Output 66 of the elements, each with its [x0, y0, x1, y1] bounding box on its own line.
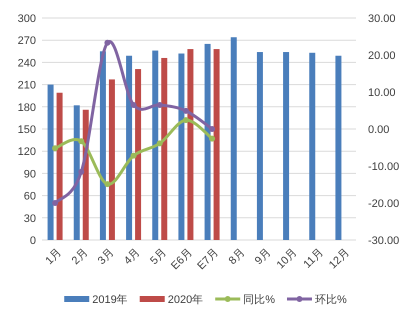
- bar: [48, 84, 54, 240]
- point: [156, 102, 163, 108]
- y2-tick-label: -30.00: [368, 235, 400, 247]
- point: [130, 152, 137, 159]
- x-tick-label: 3月: [96, 246, 116, 268]
- bar: [126, 56, 132, 240]
- y2-tick-label: 0.00: [368, 124, 390, 136]
- bar: [108, 79, 115, 240]
- bar: [74, 105, 80, 240]
- y-tick-label: 150: [18, 124, 36, 136]
- y2-tick-label: 10.00: [368, 87, 396, 99]
- y-tick-label: 210: [18, 80, 36, 92]
- x-tick-label: 9月: [252, 246, 274, 268]
- bar: [100, 51, 106, 240]
- x-tick-label: 8月: [226, 246, 248, 268]
- point: [209, 136, 216, 142]
- x-tick-label: 12月: [326, 246, 352, 272]
- bar: [230, 37, 237, 240]
- legend-label: 环比%: [314, 293, 347, 306]
- bar: [214, 49, 220, 240]
- bar: [309, 52, 316, 240]
- legend-label: 2020年: [168, 294, 204, 306]
- bar: [178, 54, 184, 240]
- bar: [152, 50, 158, 240]
- x-tick-label: 4月: [122, 246, 143, 268]
- bar: [256, 52, 263, 240]
- bar: [335, 56, 342, 240]
- bar: [283, 52, 290, 240]
- x-tick-label: 2月: [70, 246, 90, 268]
- point: [209, 126, 216, 132]
- bar: [161, 58, 168, 240]
- legend-label: 2019年: [92, 294, 128, 306]
- point: [52, 145, 58, 152]
- bar: [56, 92, 63, 240]
- y-tick-label: 300: [18, 13, 36, 25]
- bar: [187, 49, 194, 240]
- y2-tick-label: -20.00: [368, 198, 400, 210]
- point: [182, 117, 189, 124]
- point: [130, 102, 137, 108]
- y2-tick-label: -10.00: [368, 161, 400, 173]
- point: [104, 40, 110, 46]
- y-tick-label: 90: [24, 168, 36, 180]
- x-tick-label: E6月: [169, 246, 195, 272]
- point: [156, 140, 163, 146]
- y-tick-label: 240: [18, 57, 36, 70]
- y-tick-label: 30: [24, 212, 36, 225]
- point: [78, 168, 84, 175]
- x-tick-label: 11月: [301, 246, 326, 271]
- x-tick-label: 10月: [274, 246, 300, 272]
- y2-tick-label: 20.00: [368, 50, 396, 62]
- y-tick-label: 60: [24, 190, 36, 203]
- legend-label: 同比%: [243, 293, 276, 306]
- point: [52, 200, 58, 206]
- y2-tick-label: 30.00: [368, 13, 396, 25]
- y-tick-label: 270: [18, 35, 36, 48]
- x-tick-label: 5月: [148, 246, 169, 268]
- bar: [135, 69, 142, 240]
- point: [104, 181, 110, 188]
- y-tick-label: 0: [30, 235, 36, 247]
- point: [182, 108, 189, 114]
- point: [78, 138, 84, 144]
- y-tick-label: 180: [18, 102, 36, 114]
- bar: [204, 44, 211, 240]
- y-tick-label: 120: [18, 146, 36, 158]
- x-tick-label: E7月: [195, 246, 222, 272]
- x-tick-label: 1月: [43, 246, 64, 268]
